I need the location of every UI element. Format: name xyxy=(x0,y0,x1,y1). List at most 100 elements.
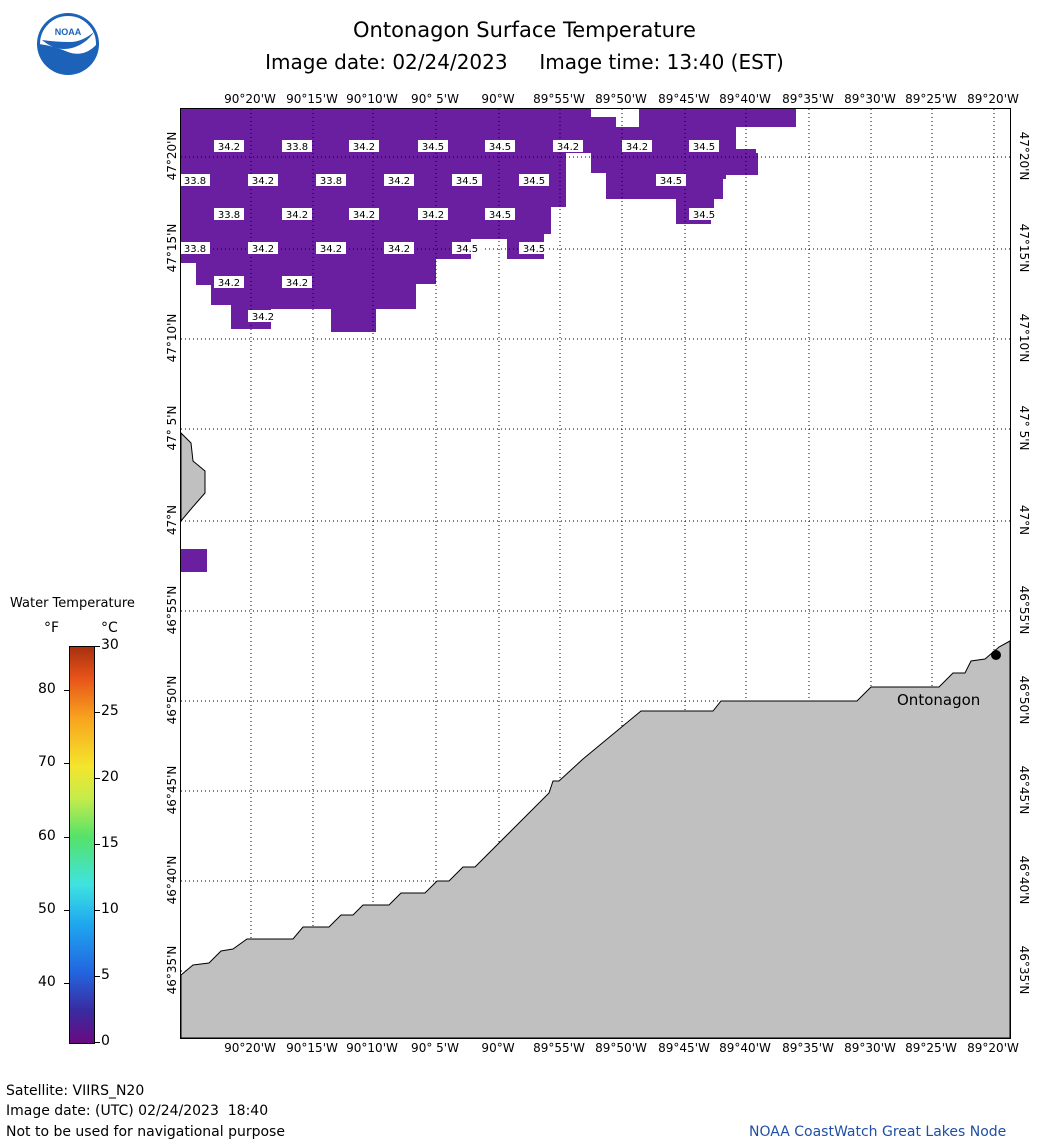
temperature-label: 34.2 xyxy=(214,276,244,289)
longitude-label: 90° 5'W xyxy=(411,92,459,106)
temperature-label: 34.5 xyxy=(452,242,482,255)
temperature-label-box xyxy=(622,140,652,152)
temperature-label-box xyxy=(689,208,719,220)
latitude-label: 47° 5'N xyxy=(1017,405,1031,451)
temperature-value: 34.2 xyxy=(218,142,240,153)
temperature-value: 34.5 xyxy=(523,176,545,187)
temperature-label-box xyxy=(384,242,414,254)
legend-unit-f: °F xyxy=(44,620,60,636)
temperature-value: 34.5 xyxy=(422,142,444,153)
credit: NOAA CoastWatch Great Lakes Node xyxy=(749,1124,1007,1140)
image-date-time: Image date: 02/24/2023 Image time: 13:40… xyxy=(0,50,1049,74)
water-cell-south xyxy=(181,549,207,572)
longitude-label: 89°50'W xyxy=(595,92,647,106)
temperature-label: 34.2 xyxy=(282,276,312,289)
temperature-value: 33.8 xyxy=(320,176,342,187)
longitude-label: 89°40'W xyxy=(719,92,771,106)
legend-f-tick-mark xyxy=(64,836,70,838)
legend-c-tick-mark xyxy=(94,778,100,779)
temperature-label-box xyxy=(214,208,244,220)
temperature-value: 34.2 xyxy=(320,244,342,255)
latitude-label: 46°50'N xyxy=(1017,675,1031,725)
temperature-label-box xyxy=(181,174,210,186)
temperature-label-box xyxy=(384,174,414,186)
latitude-label: 46°40'N xyxy=(1017,855,1031,905)
temperature-value: 34.2 xyxy=(218,278,240,289)
legend-c-tick: 25 xyxy=(101,703,119,719)
longitude-label: 90°20'W xyxy=(224,92,276,106)
graticule xyxy=(181,109,1010,1038)
latitude-label: 47°10'N xyxy=(165,313,179,363)
longitude-label: 90°15'W xyxy=(286,1041,338,1055)
temperature-label-box xyxy=(214,276,244,288)
longitude-label: 90°15'W xyxy=(286,92,338,106)
temperature-label: 34.2 xyxy=(214,140,244,153)
temperature-label-box xyxy=(282,140,312,152)
temperature-label-box xyxy=(248,174,278,186)
map-canvas: 34.2 33.8 34.2 34.5 34.5 34.2 34.2 34.5 33.8 34.2… xyxy=(181,109,1010,1038)
temperature-label: 33.8 xyxy=(181,242,210,255)
legend-c-tick-mark xyxy=(94,844,100,845)
temperature-label: 33.8 xyxy=(282,140,312,153)
satellite-info: Satellite: VIIRS_N20 xyxy=(6,1083,145,1099)
longitude-label: 89°50'W xyxy=(595,1041,647,1055)
temperature-label-box xyxy=(349,140,379,152)
temperature-label: 34.5 xyxy=(485,208,515,221)
temperature-label: 34.2 xyxy=(349,208,379,221)
temperature-label: 34.2 xyxy=(248,174,278,187)
place-label-ontonagon: Ontonagon xyxy=(897,691,980,709)
temperature-label: 34.2 xyxy=(418,208,448,221)
temperature-value: 34.2 xyxy=(557,142,579,153)
temperature-value: 34.5 xyxy=(693,210,715,221)
temperature-value: 34.5 xyxy=(523,244,545,255)
temperature-label: 34.2 xyxy=(553,140,583,153)
water-temperature-cells xyxy=(181,109,796,572)
temperature-label: 33.8 xyxy=(181,174,210,187)
temperature-label: 34.5 xyxy=(519,174,549,187)
legend-f-tick: 60 xyxy=(38,827,56,844)
legend-c-tick-mark xyxy=(94,910,100,911)
legend-c-tick: 10 xyxy=(101,901,119,917)
temperature-value: 34.5 xyxy=(456,176,478,187)
longitude-label: 90°W xyxy=(481,92,515,106)
legend-unit-c: °C xyxy=(101,620,118,636)
temperature-value: 33.8 xyxy=(184,244,206,255)
temperature-label-box xyxy=(553,140,583,152)
latitude-label: 47°N xyxy=(1017,504,1031,536)
temperature-value: 34.5 xyxy=(456,244,478,255)
latitude-label: 46°55'N xyxy=(1017,585,1031,635)
temperature-label: 34.2 xyxy=(316,242,346,255)
temperature-label-box xyxy=(519,174,549,186)
temperature-value: 34.2 xyxy=(252,176,274,187)
temperature-label: 34.5 xyxy=(656,174,686,187)
temperature-labels: 34.2 33.8 34.2 34.5 34.5 34.2 34.2 34.5 33.8 34.2… xyxy=(181,140,719,323)
temperature-label: 34.2 xyxy=(622,140,652,153)
utc-image-date: Image date: (UTC) 02/24/2023 18:40 xyxy=(6,1103,269,1119)
temperature-label-box xyxy=(452,242,482,254)
temperature-map: 34.2 33.8 34.2 34.5 34.5 34.2 34.2 34.5 33.8 34.2… xyxy=(180,108,1011,1039)
temperature-value: 34.2 xyxy=(353,142,375,153)
longitude-label: 89°40'W xyxy=(719,1041,771,1055)
ontonagon-marker xyxy=(991,650,1001,660)
longitude-label: 90°20'W xyxy=(224,1041,276,1055)
legend-color-bar xyxy=(69,646,95,1044)
latitude-label: 46°50'N xyxy=(165,675,179,725)
latitude-label: 47°15'N xyxy=(165,223,179,273)
latitude-label: 47°10'N xyxy=(1017,313,1031,363)
temperature-label: 34.2 xyxy=(349,140,379,153)
latitude-label: 47°N xyxy=(165,504,179,536)
legend-f-tick-mark xyxy=(64,763,70,765)
latitude-label: 47°20'N xyxy=(1017,131,1031,181)
disclaimer: Not to be used for navigational purpose xyxy=(6,1124,285,1140)
temperature-value: 33.8 xyxy=(286,142,308,153)
legend-f-tick: 40 xyxy=(38,974,56,991)
temperature-label-box xyxy=(656,174,686,186)
longitude-label: 89°55'W xyxy=(533,1041,585,1055)
legend-title: Water Temperature xyxy=(10,596,135,611)
temperature-value: 34.5 xyxy=(489,210,511,221)
temperature-label: 34.5 xyxy=(519,242,549,255)
legend-c-tick-mark xyxy=(94,976,100,977)
temperature-label-box xyxy=(485,208,515,220)
temperature-value: 34.2 xyxy=(422,210,444,221)
temperature-value: 34.2 xyxy=(252,312,274,323)
